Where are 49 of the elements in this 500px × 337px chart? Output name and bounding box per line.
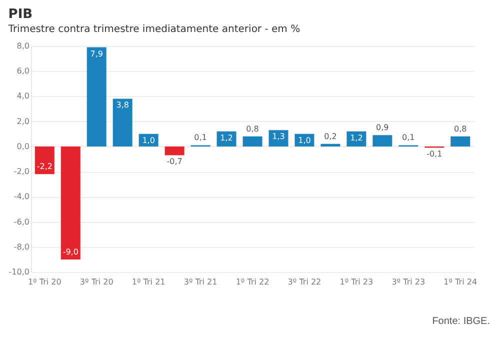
data-label: 1,0 — [298, 136, 311, 145]
data-label: 3,8 — [116, 100, 129, 110]
x-tick-label: 1º Tri 24 — [444, 278, 478, 286]
y-tick-label: 0,0 — [16, 142, 30, 151]
data-label: 0,9 — [376, 123, 389, 132]
data-label: -9,0 — [62, 247, 78, 256]
bar — [86, 47, 106, 146]
data-label: 0,8 — [454, 124, 467, 134]
x-tick-label: 3º Tri 22 — [288, 278, 322, 286]
y-tick-label: -10,0 — [8, 268, 30, 276]
x-tick-label: 1º Tri 22 — [236, 278, 270, 286]
y-tick-label: 4,0 — [16, 92, 30, 101]
y-tick-label: 8,0 — [16, 42, 30, 50]
bar — [60, 146, 80, 260]
x-tick-label: 3º Tri 23 — [392, 278, 426, 286]
x-tick-label: 3º Tri 21 — [184, 278, 218, 286]
bar — [268, 130, 288, 146]
bar — [164, 146, 184, 156]
bar — [372, 135, 392, 146]
chart-title: PIB — [8, 7, 33, 22]
y-tick-label: -6,0 — [14, 217, 30, 226]
data-label: 7,9 — [90, 49, 103, 58]
x-tick-label: 1º Tri 20 — [28, 278, 62, 286]
y-tick-label: -2,0 — [14, 167, 30, 176]
data-label: 0,1 — [194, 133, 207, 142]
y-tick-label: 2,0 — [16, 116, 30, 126]
data-label: 1,2 — [220, 133, 233, 142]
data-label: 1,3 — [272, 132, 285, 142]
chart-subtitle: Trimestre contra trimestre imediatamente anterior - em % — [7, 24, 300, 35]
x-tick-label: 3º Tri 20 — [80, 278, 114, 286]
y-tick-label: -4,0 — [14, 192, 30, 202]
data-label: 0,8 — [246, 124, 259, 134]
bar — [242, 136, 262, 146]
bar — [320, 144, 340, 146]
data-label: 0,2 — [324, 132, 337, 141]
bar — [112, 98, 132, 146]
data-label: 1,2 — [350, 133, 363, 142]
y-tick-label: 6,0 — [16, 66, 30, 76]
x-tick-label: 1º Tri 21 — [132, 278, 166, 286]
data-label: -2,2 — [36, 162, 52, 172]
data-label: 1,0 — [142, 136, 155, 145]
bar — [34, 146, 54, 174]
data-label: 0,1 — [402, 133, 415, 142]
x-tick-label: 1º Tri 23 — [340, 278, 374, 286]
y-tick-label: -8,0 — [14, 242, 30, 252]
data-label: -0,1 — [426, 150, 442, 159]
data-label: -0,7 — [166, 157, 182, 166]
source-note: Fonte: IBGE. — [432, 316, 490, 327]
bar — [450, 136, 470, 146]
